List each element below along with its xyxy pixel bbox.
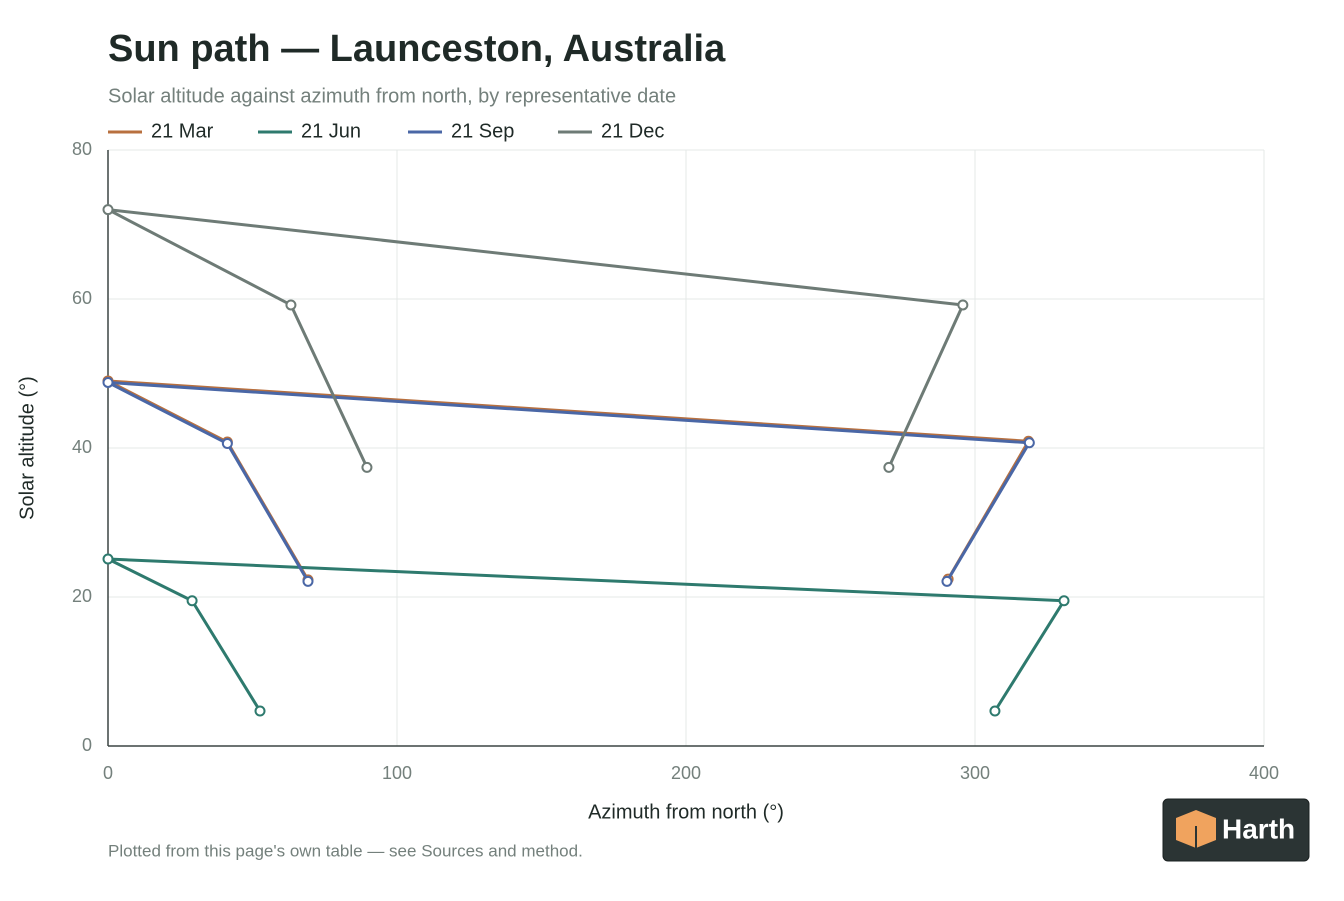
data-point bbox=[941, 575, 953, 587]
x-axis-label: Azimuth from north (°) bbox=[588, 801, 784, 823]
data-point bbox=[102, 553, 114, 565]
series-line bbox=[106, 379, 1030, 581]
legend-label: 21 Jun bbox=[301, 120, 361, 142]
series-line bbox=[106, 380, 1031, 583]
data-point bbox=[989, 705, 1001, 717]
x-tick-label: 400 bbox=[1249, 763, 1279, 783]
data-point bbox=[361, 461, 373, 473]
data-point bbox=[221, 438, 233, 450]
y-tick-label: 40 bbox=[72, 437, 92, 457]
y-axis-label: Solar altitude (°) bbox=[16, 376, 38, 520]
y-tick-label: 20 bbox=[72, 586, 92, 606]
y-tick-label: 80 bbox=[72, 139, 92, 159]
data-point bbox=[186, 595, 198, 607]
y-tick-label: 0 bbox=[82, 735, 92, 755]
legend-label: 21 Mar bbox=[151, 120, 214, 142]
data-point bbox=[1058, 595, 1070, 607]
data-point bbox=[102, 204, 114, 216]
chart-subtitle: Solar altitude against azimuth from nort… bbox=[108, 85, 676, 107]
x-tick-label: 100 bbox=[382, 763, 412, 783]
data-point bbox=[302, 575, 314, 587]
x-tick-label: 300 bbox=[960, 763, 990, 783]
legend-label: 21 Sep bbox=[451, 120, 514, 142]
data-point bbox=[957, 299, 969, 311]
x-tick-label: 200 bbox=[671, 763, 701, 783]
data-point bbox=[1023, 437, 1035, 449]
logo: Harth bbox=[1162, 798, 1310, 862]
y-tick-label: 60 bbox=[72, 288, 92, 308]
data-point bbox=[254, 705, 266, 717]
data-point bbox=[285, 299, 297, 311]
series-line bbox=[106, 557, 1066, 712]
data-point bbox=[883, 461, 895, 473]
logo-text: Harth bbox=[1222, 813, 1295, 844]
data-point bbox=[102, 376, 114, 388]
legend-label: 21 Dec bbox=[601, 120, 664, 142]
chart-title: Sun path — Launceston, Australia bbox=[108, 28, 726, 70]
footnote: Plotted from this page's own table — see… bbox=[108, 841, 583, 860]
x-tick-label: 0 bbox=[103, 763, 113, 783]
